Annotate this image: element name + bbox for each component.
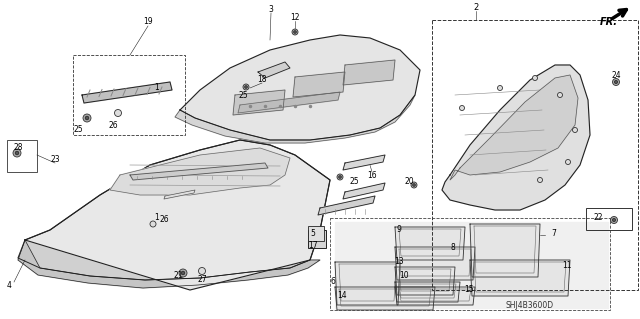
Text: 21: 21	[173, 271, 183, 279]
Polygon shape	[395, 227, 465, 260]
Text: 2: 2	[474, 4, 479, 12]
Circle shape	[339, 176, 341, 178]
Text: 9: 9	[397, 226, 401, 234]
Polygon shape	[18, 140, 330, 280]
Polygon shape	[238, 92, 340, 113]
Text: 27: 27	[197, 276, 207, 285]
Polygon shape	[470, 224, 540, 277]
Text: 20: 20	[404, 177, 414, 187]
Text: FR.: FR.	[600, 17, 618, 27]
Polygon shape	[343, 183, 385, 199]
Polygon shape	[18, 240, 320, 288]
Circle shape	[612, 78, 620, 85]
Text: 25: 25	[238, 92, 248, 100]
Bar	[586, 208, 632, 230]
Circle shape	[614, 80, 618, 84]
Circle shape	[13, 149, 21, 157]
Polygon shape	[335, 262, 400, 305]
Polygon shape	[180, 35, 420, 140]
Text: 17: 17	[308, 241, 318, 249]
Text: 5: 5	[310, 228, 316, 238]
Polygon shape	[82, 82, 172, 103]
Circle shape	[115, 109, 122, 116]
Polygon shape	[450, 75, 578, 180]
Polygon shape	[395, 282, 460, 302]
Circle shape	[85, 116, 89, 120]
Circle shape	[538, 177, 543, 182]
Bar	[73, 55, 185, 135]
Text: 22: 22	[593, 213, 603, 222]
Text: 8: 8	[451, 243, 456, 253]
Bar	[330, 218, 610, 310]
Polygon shape	[258, 62, 290, 78]
Text: 3: 3	[269, 5, 273, 14]
Text: 10: 10	[399, 271, 409, 280]
Circle shape	[179, 269, 187, 277]
Circle shape	[15, 151, 19, 155]
Circle shape	[294, 31, 296, 33]
Text: 26: 26	[108, 121, 118, 130]
Circle shape	[292, 29, 298, 35]
Polygon shape	[164, 190, 195, 199]
Polygon shape	[233, 90, 285, 115]
Circle shape	[532, 76, 538, 80]
Circle shape	[150, 221, 156, 227]
Circle shape	[244, 85, 247, 88]
Text: 1: 1	[155, 213, 159, 222]
Polygon shape	[335, 222, 608, 308]
Text: 24: 24	[611, 70, 621, 79]
Circle shape	[337, 174, 343, 180]
Text: 11: 11	[563, 261, 572, 270]
Text: 26: 26	[160, 216, 170, 225]
Polygon shape	[130, 163, 268, 180]
Text: SHJ4B3600D: SHJ4B3600D	[506, 300, 554, 309]
Text: 25: 25	[349, 177, 359, 187]
Text: 13: 13	[394, 257, 404, 266]
Circle shape	[243, 84, 249, 90]
Text: 7: 7	[552, 228, 556, 238]
Text: 28: 28	[14, 144, 24, 152]
Polygon shape	[110, 148, 290, 195]
Text: 12: 12	[291, 13, 300, 23]
Text: 4: 4	[6, 280, 12, 290]
Circle shape	[198, 268, 205, 275]
Circle shape	[573, 128, 577, 132]
Circle shape	[181, 271, 185, 275]
Polygon shape	[470, 260, 570, 296]
Text: 25: 25	[73, 125, 83, 135]
Bar	[7, 140, 37, 172]
Text: 1: 1	[155, 84, 159, 93]
Circle shape	[497, 85, 502, 91]
Text: 14: 14	[337, 291, 347, 300]
Text: 16: 16	[367, 170, 377, 180]
Text: 18: 18	[257, 76, 267, 85]
Circle shape	[566, 160, 570, 165]
Bar	[432, 20, 638, 290]
Polygon shape	[343, 60, 395, 85]
Bar	[308, 230, 326, 248]
Polygon shape	[395, 287, 475, 305]
Text: 6: 6	[331, 278, 335, 286]
Circle shape	[460, 106, 465, 110]
Polygon shape	[442, 65, 590, 210]
Polygon shape	[293, 72, 345, 97]
Circle shape	[83, 114, 91, 122]
Polygon shape	[335, 287, 435, 310]
Bar	[308, 226, 324, 241]
Polygon shape	[175, 95, 415, 143]
Text: 19: 19	[143, 18, 153, 26]
Polygon shape	[395, 247, 475, 280]
Text: 23: 23	[50, 155, 60, 165]
Circle shape	[413, 184, 415, 186]
Polygon shape	[343, 155, 385, 170]
Circle shape	[557, 93, 563, 98]
Circle shape	[611, 217, 618, 224]
Polygon shape	[395, 267, 455, 295]
Circle shape	[411, 182, 417, 188]
Text: 15: 15	[464, 286, 474, 294]
Circle shape	[612, 219, 616, 222]
Polygon shape	[25, 140, 330, 290]
Polygon shape	[318, 196, 375, 215]
